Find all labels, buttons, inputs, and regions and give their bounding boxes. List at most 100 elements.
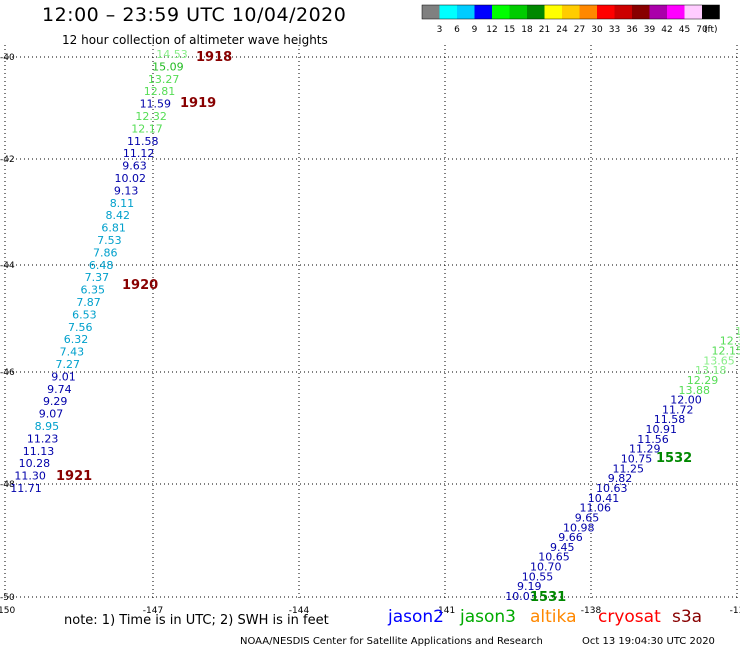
- page-title: 12:00 – 23:59 UTC 10/04/2020: [42, 4, 347, 26]
- color-scale-swatch: [632, 5, 650, 19]
- color-scale-label: 45: [679, 25, 690, 35]
- color-scale-label: 30: [591, 25, 603, 35]
- wave-height-label: 10.70: [530, 561, 562, 574]
- pass-time-label: 1531: [530, 590, 566, 605]
- color-scale-swatch: [562, 5, 580, 19]
- legend-cryosat: cryosat: [598, 607, 661, 627]
- color-scale-swatch: [649, 5, 667, 19]
- wave-height-label: 6.32: [64, 333, 89, 346]
- lat-axis-label: -42: [0, 155, 15, 165]
- wave-height-label: 12.00: [670, 394, 702, 407]
- wave-height-label: 12.29: [687, 374, 719, 387]
- wave-height-label: 11.58: [654, 413, 686, 426]
- wave-height-label: 10.02: [115, 172, 147, 185]
- legend-jason3: jason3: [460, 607, 516, 627]
- wave-height-label: 9.19: [517, 580, 542, 593]
- color-scale-swatch: [457, 5, 475, 19]
- color-scale-swatch: [492, 5, 510, 19]
- pass-time-label: 1920: [122, 278, 158, 293]
- wave-height-label: 11.56: [637, 433, 669, 446]
- lon-axis-label: -13: [730, 606, 740, 616]
- wave-height-label: 8.95: [35, 420, 60, 433]
- wave-height-label: 10.41: [588, 492, 620, 505]
- wave-height-label: 11.30: [14, 470, 46, 483]
- wave-height-label: 9.29: [43, 395, 68, 408]
- pass-time-label: 1532: [656, 451, 692, 466]
- color-scale-label: 39: [644, 25, 656, 35]
- wave-height-label: 8.42: [106, 209, 131, 222]
- color-scale-label: 15: [504, 25, 515, 35]
- wave-height-label: 13.27: [148, 73, 180, 86]
- wave-height-label: 13.65: [703, 354, 735, 367]
- color-scale-label: 12: [486, 25, 497, 35]
- wave-height-label: 7.56: [68, 321, 93, 334]
- page-subtitle: 12 hour collection of altimeter wave hei…: [62, 33, 328, 47]
- wave-height-label: 11.06: [580, 502, 612, 515]
- wave-height-label: 7.27: [55, 358, 80, 371]
- wave-height-label: 7.37: [85, 271, 110, 284]
- pass-time-label: 1919: [180, 96, 216, 111]
- wave-height-label: 12.17: [131, 122, 163, 135]
- legend-altika: altika: [530, 607, 577, 627]
- wave-height-label: 11.25: [613, 462, 645, 475]
- wave-height-label: 12.15: [712, 344, 740, 357]
- footer-note: note: 1) Time is in UTC; 2) SWH is in fe…: [64, 613, 329, 628]
- wave-height-label: 11.12: [123, 147, 155, 160]
- wave-height-label: 10.63: [596, 482, 628, 495]
- color-scale-label: 33: [609, 25, 620, 35]
- wave-height-label: 15.09: [152, 60, 184, 73]
- credit-agency: NOAA/NESDIS Center for Satellite Applica…: [240, 636, 543, 647]
- color-scale-swatch: [422, 5, 440, 19]
- wave-height-label: 7.43: [60, 346, 85, 359]
- wave-height-label: 14.53: [156, 48, 188, 61]
- wave-height-label: 7.87: [76, 296, 101, 309]
- legend-jason2: jason2: [388, 607, 444, 627]
- color-scale-label: (ft): [704, 25, 718, 35]
- lon-axis-label: -141: [435, 606, 455, 616]
- color-scale-swatch: [579, 5, 597, 19]
- wave-height-label: 11.23: [27, 432, 59, 445]
- color-scale-swatch: [667, 5, 685, 19]
- color-scale-swatch: [544, 5, 562, 19]
- color-scale-swatch: [684, 5, 702, 19]
- wave-height-label: 10.75: [621, 453, 653, 466]
- color-scale-swatch: [702, 5, 720, 19]
- wave-height-label: 10.98: [563, 521, 595, 534]
- wave-height-label: 9.45: [550, 541, 575, 554]
- pass-time-label: 1918: [196, 50, 232, 65]
- wave-height-label: 6.53: [72, 308, 97, 321]
- wave-height-label: 11.72: [662, 403, 694, 416]
- wave-height-label: 7.53: [97, 234, 122, 247]
- wave-height-label: 12.32: [135, 110, 167, 123]
- color-scale-label: 9: [472, 25, 478, 35]
- color-scale-label: 3: [437, 25, 443, 35]
- wave-height-label: 10.03: [505, 590, 537, 603]
- color-scale-swatch: [614, 5, 632, 19]
- wave-height-label: 6.35: [80, 284, 105, 297]
- wave-height-label: 12.36: [720, 335, 740, 348]
- wave-height-label: 9.66: [558, 531, 583, 544]
- color-scale-swatch: [597, 5, 615, 19]
- color-scale-swatch: [474, 5, 492, 19]
- wave-height-label: 6.81: [101, 222, 126, 235]
- credit-timestamp: Oct 13 19:04:30 UTC 2020: [582, 636, 715, 647]
- wave-height-label: 9.63: [122, 160, 147, 173]
- color-scale-swatch: [509, 5, 527, 19]
- lon-axis-label: -138: [581, 606, 602, 616]
- wave-height-label: 12.81: [144, 85, 176, 98]
- color-scale-border: [421, 4, 720, 20]
- wave-height-label: 11.71: [10, 482, 42, 495]
- color-scale-label: 27: [574, 25, 585, 35]
- color-scale-label: 42: [661, 25, 672, 35]
- wave-height-label: 10.65: [538, 551, 570, 564]
- wave-height-label: 13.18: [695, 364, 727, 377]
- lat-axis-label: -44: [0, 261, 15, 271]
- legend-s3a: s3a: [672, 607, 703, 627]
- lon-axis-label: -147: [143, 606, 163, 616]
- pass-time-label: 1921: [56, 469, 92, 484]
- wave-height-label: 8.11: [110, 197, 135, 210]
- wave-height-label: 6.48: [89, 259, 114, 272]
- color-scale-label: 21: [539, 25, 550, 35]
- wave-height-label: 11.13: [23, 445, 55, 458]
